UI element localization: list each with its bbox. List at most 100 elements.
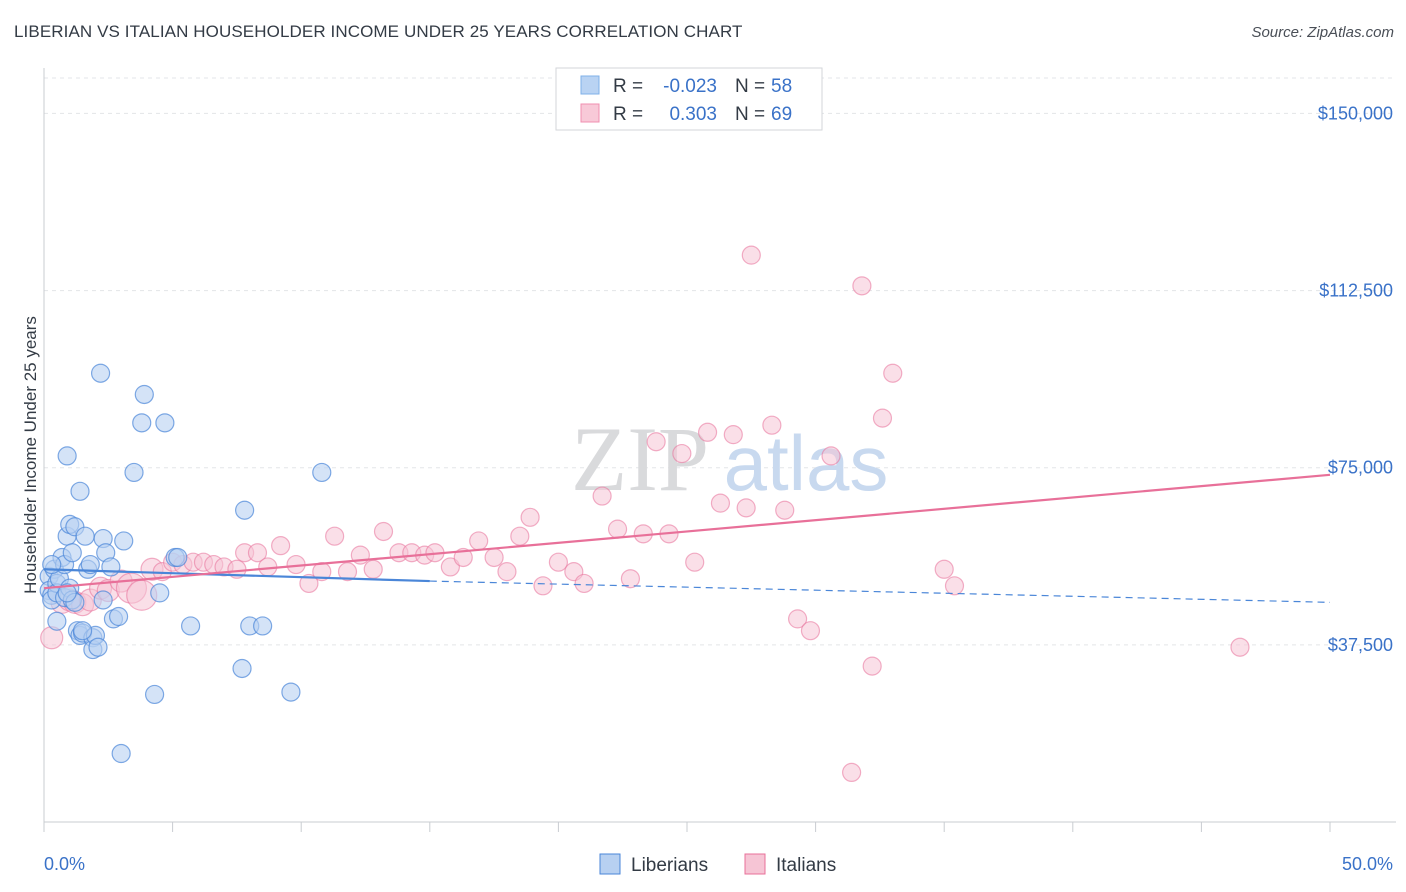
italians-point (736, 498, 756, 518)
bottom-legend-swatch (599, 853, 621, 875)
liberians-point (132, 413, 152, 433)
liberians-point (181, 616, 201, 636)
liberians-trend-dashed (429, 580, 1331, 603)
italians-point (862, 656, 882, 676)
italians-point (510, 526, 530, 546)
legend-r-label: R = (613, 104, 643, 125)
legend-swatch (580, 103, 600, 123)
liberians-point (42, 554, 62, 575)
italians-point (1230, 637, 1250, 657)
liberians-point (155, 413, 175, 433)
legend-r-value: -0.023 (663, 76, 717, 97)
liberians-point (80, 554, 100, 575)
italians-point (271, 536, 291, 556)
italians-point (934, 559, 954, 579)
legend-n-value: 58 (771, 76, 792, 97)
x-tick-label-max: 50.0% (1342, 854, 1393, 874)
liberians-point (312, 462, 332, 483)
italians-point (453, 547, 473, 568)
liberians-point (70, 481, 90, 501)
italians-point (672, 443, 692, 464)
liberians-point (75, 526, 95, 546)
italians-point (469, 531, 489, 551)
legend-box: R = -0.023 N = 58 R = 0.303 N = 69 (555, 67, 823, 131)
trend-lines (43, 473, 1331, 603)
italians-point (520, 507, 540, 527)
italians-trend-line (43, 473, 1331, 590)
italians-point (800, 621, 821, 641)
liberians-point (57, 583, 77, 603)
liberians-point (144, 684, 165, 705)
liberians-point (62, 543, 82, 563)
italians-point (762, 415, 782, 435)
italians-point (497, 562, 517, 582)
y-tick-label: $150,000 (1318, 103, 1393, 123)
x-tick-label-min: 0.0% (44, 854, 85, 874)
bottom-legend-label: Italians (776, 855, 836, 876)
liberians-point (72, 621, 93, 641)
liberians-point (93, 590, 113, 610)
liberians-trend-solid (43, 568, 430, 583)
legend-frame (555, 67, 823, 131)
italians-point (607, 519, 628, 539)
italians-point (842, 762, 862, 783)
liberians-point (57, 446, 77, 466)
liberians-point (232, 658, 252, 679)
legend-swatch (580, 75, 600, 95)
italians-point (484, 547, 504, 568)
italians-point (787, 609, 808, 629)
liberians-point (90, 363, 111, 383)
italians-point (325, 526, 345, 546)
y-tick-label: $75,000 (1328, 458, 1393, 478)
italians-point (775, 500, 795, 520)
source-label: Source: ZipAtlas.com (1251, 24, 1394, 41)
legend-n-value: 69 (771, 104, 792, 125)
italians-point (723, 425, 743, 445)
legend-n-label: N = (735, 76, 765, 97)
italians-point (548, 552, 569, 572)
italians-point (299, 573, 319, 594)
liberians-point (114, 531, 134, 551)
chart-title: LIBERIAN VS ITALIAN HOUSEHOLDER INCOME U… (14, 22, 743, 41)
liberians-point (111, 743, 131, 764)
italians-point (620, 569, 641, 589)
liberians-point (235, 500, 255, 520)
liberians-point (168, 547, 188, 568)
axes (43, 68, 1396, 832)
y-tick-label: $37,500 (1328, 635, 1393, 655)
bottom-legend: Liberians Italians (599, 853, 836, 876)
italians-point (710, 493, 731, 513)
italians-point (440, 557, 460, 577)
italians-point (247, 543, 268, 563)
liberians-point (88, 637, 108, 657)
liberians-point (150, 583, 170, 603)
italians-point (533, 576, 553, 596)
liberians-point (134, 384, 154, 405)
italians-point (646, 432, 666, 452)
italians-point (685, 552, 705, 572)
italians-point (872, 408, 893, 428)
legend-r-label: R = (613, 76, 643, 97)
italians-point (373, 521, 394, 542)
italians-point (363, 559, 383, 579)
bottom-legend-label: Liberians (631, 855, 708, 876)
italians-point (697, 422, 718, 442)
liberians-point (124, 462, 144, 483)
series-liberians-points (39, 363, 332, 764)
liberians-point (281, 682, 301, 702)
italians-point (883, 363, 903, 383)
italians-point (574, 573, 594, 594)
liberians-point (253, 616, 273, 636)
italians-point (852, 276, 872, 296)
watermark-atlas: atlas (724, 419, 889, 507)
italians-point (741, 245, 761, 265)
liberians-point (101, 557, 121, 577)
liberians-point (47, 611, 67, 631)
y-tick-label: $112,500 (1319, 281, 1393, 301)
legend-r-value: 0.303 (669, 104, 717, 125)
italians-point (337, 562, 358, 582)
tick-labels: $37,500 $75,000 $112,500 $150,000 0.0% 50.0% (44, 103, 1393, 874)
italians-point (592, 486, 612, 506)
series-italians-points (40, 245, 1250, 783)
